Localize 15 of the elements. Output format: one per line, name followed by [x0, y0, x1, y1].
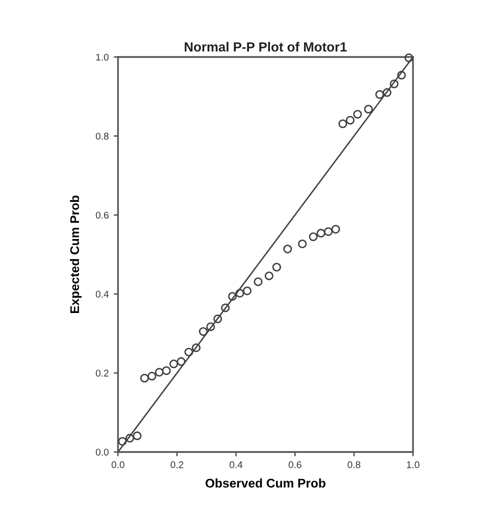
y-tick-label: 0.0 [96, 448, 109, 456]
y-tick-label: 0.8 [96, 132, 109, 140]
x-tick-label: 1.0 [406, 461, 420, 468]
y-tick-label: 0.4 [96, 290, 109, 298]
y-axis-title: Expected Cum Prob [70, 196, 82, 314]
x-tick-label: 0.6 [288, 461, 302, 468]
x-tick-label: 0.8 [348, 461, 360, 468]
y-tick-label: 0.6 [96, 212, 109, 219]
y-tick-label: 0.2 [96, 370, 108, 377]
y-tick-label: 1.0 [96, 54, 109, 61]
x-tick-label: 0.2 [170, 461, 184, 468]
x-tick-label: 0.4 [230, 461, 242, 468]
chart-title: Normal P-P Plot of Motor1 [184, 42, 347, 52]
x-axis-title: Observed Cum Prob [206, 478, 326, 488]
x-tick-label: 0.0 [112, 461, 124, 468]
